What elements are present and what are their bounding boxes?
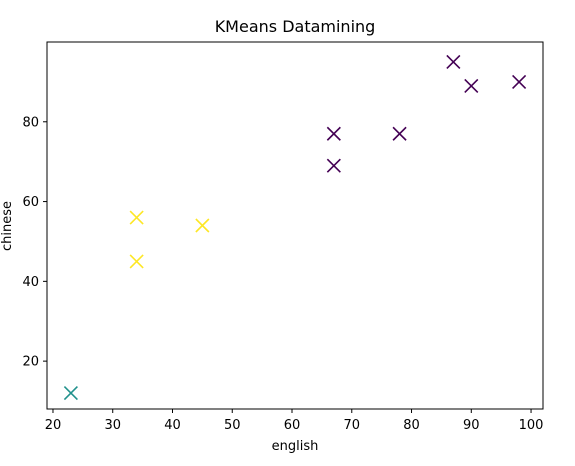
data-point-marker [63,385,78,401]
data-point-marker [129,254,144,269]
data-point-marker [464,78,479,93]
x-tick-label: 50 [224,418,241,433]
data-point-marker [326,126,341,141]
data-point-marker [195,218,210,233]
data-point-marker [446,54,461,70]
data-point-marker [512,74,527,89]
y-tick-label: 80 [22,115,39,130]
x-tick-label: 80 [403,418,420,433]
y-tick-label: 40 [22,275,39,290]
x-axis: 20 30 40 50 60 70 80 90 100 [45,409,544,433]
plot-area [46,41,544,410]
data-point-marker [326,158,341,173]
x-tick-label: 100 [519,418,544,433]
x-tick-label: 60 [284,418,301,433]
y-tick-label: 60 [22,195,39,210]
data-points [63,54,527,401]
x-tick-label: 90 [463,418,480,433]
data-point-marker [392,126,407,141]
x-tick-label: 40 [164,418,181,433]
y-axis: 20 40 60 80 [22,115,47,370]
chart-title: KMeans Datamining [215,17,376,36]
y-tick-label: 20 [22,355,39,370]
y-axis-label: chinese [0,201,15,251]
x-tick-label: 30 [104,418,121,433]
data-point-marker [129,210,144,225]
x-tick-label: 20 [45,418,62,433]
x-axis-label: english [272,439,319,454]
x-tick-label: 70 [343,418,360,433]
